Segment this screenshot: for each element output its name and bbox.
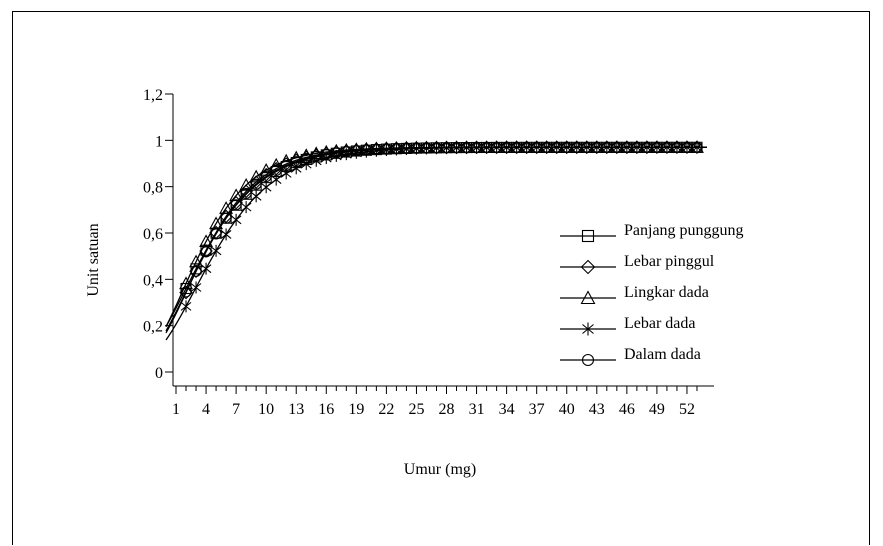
marker-star xyxy=(250,190,262,203)
legend-label: Dalam dada xyxy=(624,346,701,363)
legend-label: Panjang punggung xyxy=(624,222,744,239)
x-tick-label: 34 xyxy=(499,401,515,418)
marker-star xyxy=(220,228,232,241)
marker-circle xyxy=(250,178,262,190)
marker-circle xyxy=(290,156,302,168)
x-tick-label: 16 xyxy=(318,401,334,418)
series-star xyxy=(165,141,707,341)
marker-circle xyxy=(210,228,222,240)
marker-star xyxy=(300,158,312,171)
marker-star xyxy=(180,300,192,313)
marker-circle xyxy=(240,187,252,200)
marker-star xyxy=(230,213,242,226)
marker-square xyxy=(190,263,202,275)
series-line xyxy=(165,146,707,332)
x-tick-label: 52 xyxy=(679,401,695,418)
legend: Panjang punggung Lebar pinggul Lingkar dad… xyxy=(560,222,744,367)
marker-triangle xyxy=(179,276,193,290)
marker-diamond xyxy=(580,259,596,275)
x-tick-label: 25 xyxy=(408,401,424,418)
legend-label: Lebar pinggul xyxy=(624,253,715,270)
y-tick-label: 0,6 xyxy=(143,226,163,243)
marker-circle xyxy=(300,152,312,165)
y-tick-label: 0,4 xyxy=(143,272,163,289)
legend-label: Lebar dada xyxy=(624,315,696,332)
marker-circle xyxy=(691,141,703,153)
axes: 0 0,2 0,4 0,6 0,8 1 1,2 1 4 7 10 13 16 19 22 25 28 31 34 37… xyxy=(143,87,714,418)
y-tick-label: 1,2 xyxy=(143,87,163,104)
marker-circle xyxy=(581,353,595,367)
marker-circle xyxy=(230,199,242,211)
marker-star xyxy=(582,322,594,336)
y-tick-label: 0,8 xyxy=(143,180,163,197)
x-tick-label: 28 xyxy=(439,401,455,418)
x-tick-label: 46 xyxy=(619,401,635,418)
legend-item: Dalam dada xyxy=(560,346,701,367)
marker-circle xyxy=(270,164,282,176)
marker-triangle xyxy=(229,188,244,202)
series-line xyxy=(165,146,707,334)
legend-item: Panjang punggung xyxy=(560,222,744,243)
legend-label: Lingkar dada xyxy=(624,284,709,301)
marker-star xyxy=(280,167,292,180)
x-tick-label: 37 xyxy=(529,401,545,418)
x-tick-label: 10 xyxy=(258,401,274,418)
marker-circle xyxy=(260,171,272,183)
x-tick-label: 7 xyxy=(232,401,240,418)
legend-item: Lebar dada xyxy=(560,315,696,336)
marker-triangle xyxy=(259,163,274,176)
y-tick-label: 0,2 xyxy=(143,319,163,336)
marker-star xyxy=(361,145,372,158)
legend-item: Lingkar dada xyxy=(560,284,709,305)
x-tick-label: 19 xyxy=(348,401,364,418)
marker-circle xyxy=(280,159,292,172)
x-axis-label: Umur (mg) xyxy=(404,461,476,478)
x-tick-label: 4 xyxy=(202,401,210,418)
x-tick-label: 13 xyxy=(288,401,304,418)
marker-circle xyxy=(180,286,192,298)
series-layer xyxy=(165,140,707,341)
marker-diamond xyxy=(179,285,193,300)
marker-star xyxy=(210,244,222,257)
marker-triangle xyxy=(249,169,264,183)
marker-triangle xyxy=(580,290,596,305)
legend-item: Lebar pinggul xyxy=(560,253,715,275)
series-circle xyxy=(165,141,707,332)
y-tick-label: 1 xyxy=(155,133,163,150)
marker-square xyxy=(581,229,595,243)
x-tick-label: 22 xyxy=(378,401,394,418)
x-tick-label: 40 xyxy=(559,401,575,418)
marker-triangle xyxy=(239,177,254,191)
marker-star xyxy=(200,262,212,275)
chart-frame xyxy=(12,11,870,545)
x-tick-label: 1 xyxy=(172,401,180,418)
y-tick-label: 0 xyxy=(155,365,163,382)
series-line xyxy=(165,146,707,341)
marker-star xyxy=(260,181,272,194)
x-tick-label: 31 xyxy=(469,401,485,418)
marker-circle xyxy=(220,212,232,224)
y-axis-label: Unit satuan xyxy=(85,223,102,296)
marker-star xyxy=(190,281,202,294)
x-tick-label: 49 xyxy=(649,401,665,418)
marker-circle xyxy=(200,246,212,258)
marker-star xyxy=(240,201,252,214)
marker-circle xyxy=(190,265,202,277)
x-tick-label: 43 xyxy=(589,401,605,418)
